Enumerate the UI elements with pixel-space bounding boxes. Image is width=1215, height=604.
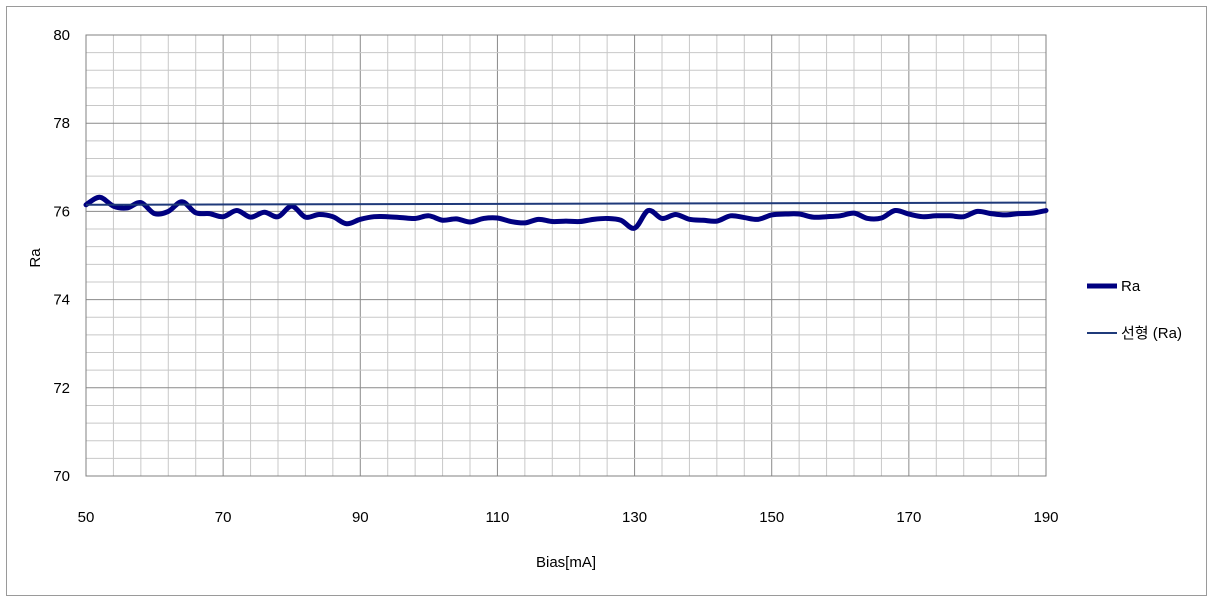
series-layer [83,194,1049,231]
y-axis-title: Ra [27,248,44,268]
x-tick-label: 90 [352,509,369,526]
y-tick-label: 78 [53,115,70,132]
y-tick-label: 76 [53,203,70,220]
x-axis-ticks: 50 70 90 110 130 150 170 190 [78,509,1059,526]
legend-label-trendline: 선형 (Ra) [1121,325,1182,342]
trendline-ra [85,201,1047,206]
y-tick-label: 80 [53,27,70,44]
y-axis-ticks: 70 72 74 76 78 80 [53,27,70,485]
series-line-ra [83,194,1049,231]
plot-area-border [85,34,1047,477]
x-tick-label: 170 [896,509,921,526]
legend-label-ra: Ra [1121,278,1141,295]
x-tick-label: 50 [78,509,95,526]
x-tick-label: 70 [215,509,232,526]
x-tick-label: 150 [759,509,784,526]
grid [85,34,1047,477]
chart-frame [6,6,1207,596]
y-tick-label: 72 [53,380,70,397]
x-tick-label: 130 [622,509,647,526]
legend: Ra 선형 (Ra) [1087,278,1182,342]
x-tick-label: 190 [1033,509,1058,526]
x-axis-title: Bias[mA] [536,554,596,571]
y-tick-label: 70 [53,468,70,485]
x-tick-label: 110 [485,509,509,526]
y-tick-label: 74 [53,292,70,309]
